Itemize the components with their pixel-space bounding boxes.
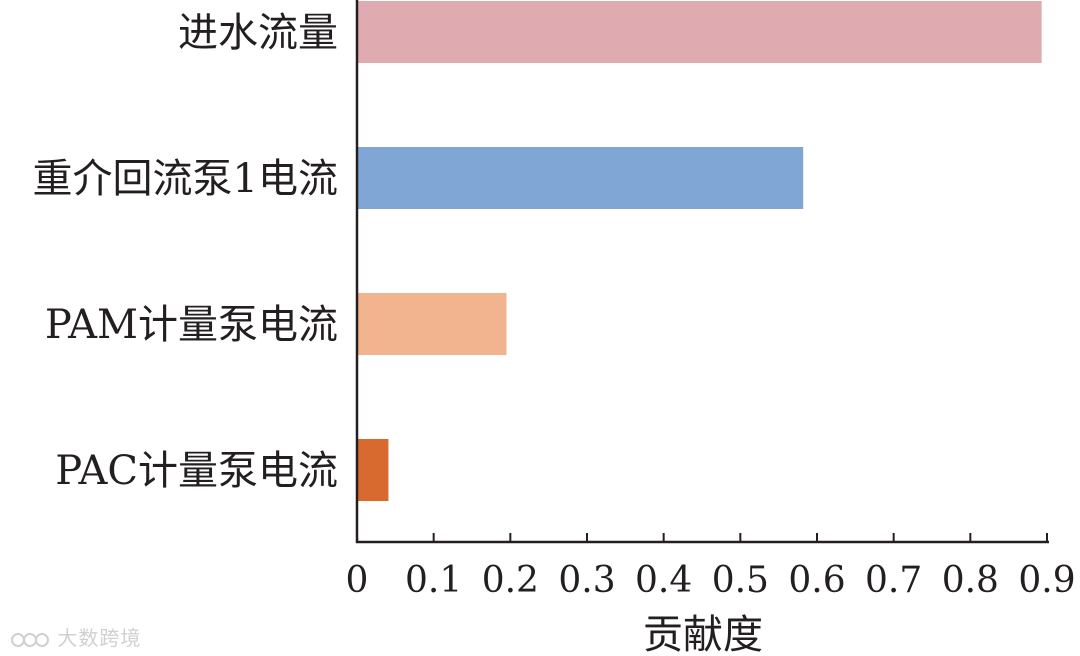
bar-4 xyxy=(357,439,389,501)
bar-3 xyxy=(357,293,507,355)
x-tick-label-4: 0.4 xyxy=(635,560,692,601)
x-ticks: 0 0.1 0.2 0.3 0.4 0.5 0.6 0.7 0.8 0.9 xyxy=(346,533,1076,601)
x-tick-label-9: 0.9 xyxy=(1018,560,1075,601)
category-label-2: 重介回流泵1电流 xyxy=(33,156,338,202)
watermark: 大数跨境 xyxy=(10,622,141,651)
x-tick-label-2: 0.2 xyxy=(482,560,539,601)
x-tick-label-7: 0.7 xyxy=(865,560,922,601)
x-axis-title: 贡献度 xyxy=(643,612,763,656)
watermark-logo-icon xyxy=(11,632,49,647)
bars-layer xyxy=(357,1,1042,501)
x-tick-label-1: 0.1 xyxy=(405,560,462,601)
x-tick-label-6: 0.6 xyxy=(788,560,845,601)
x-tick-label-0: 0 xyxy=(346,560,369,601)
x-tick-label-5: 0.5 xyxy=(712,560,769,601)
bar-1 xyxy=(357,1,1042,63)
category-label-3: PAM计量泵电流 xyxy=(45,302,338,348)
x-tick-label-3: 0.3 xyxy=(558,560,615,601)
bar-2 xyxy=(357,147,804,209)
category-label-1: 进水流量 xyxy=(178,10,338,56)
category-label-4: PAC计量泵电流 xyxy=(55,448,338,494)
watermark-text: 大数跨境 xyxy=(57,626,142,650)
x-tick-label-8: 0.8 xyxy=(942,560,999,601)
axes xyxy=(355,0,1049,544)
